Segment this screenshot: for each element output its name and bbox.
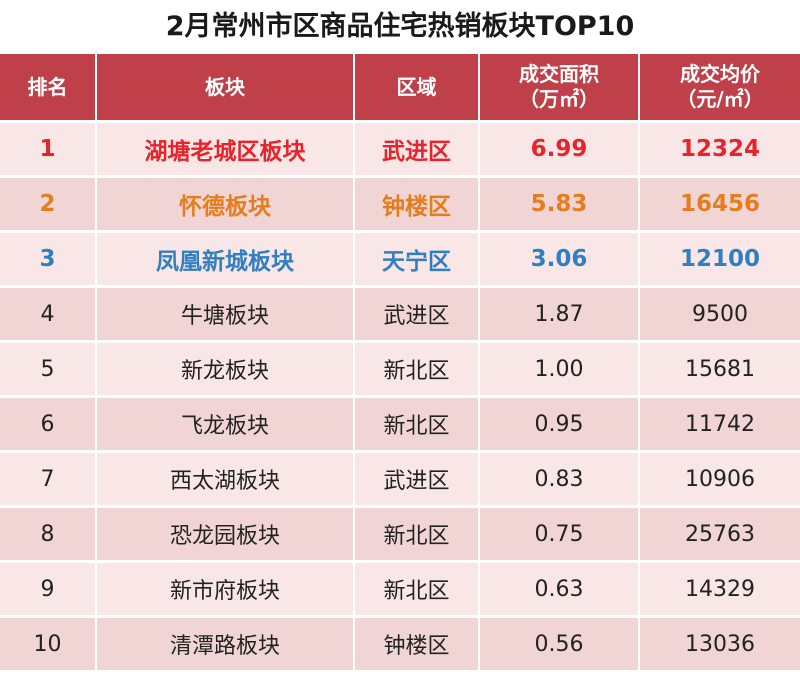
cell-rank: 8	[0, 505, 97, 562]
cell-district: 钟楼区	[354, 615, 480, 670]
cell-price: 13036	[639, 615, 800, 670]
cell-district: 武进区	[354, 120, 480, 177]
table-row: 7 西太湖板块 武进区 0.83 10906	[0, 450, 800, 507]
header-price-unit: （元/㎡）	[676, 87, 764, 111]
cell-block: 清潭路板块	[96, 615, 355, 670]
cell-area: 1.87	[479, 285, 640, 342]
table-row: 6 飞龙板块 新北区 0.95 11742	[0, 395, 800, 452]
cell-area: 0.83	[479, 450, 640, 507]
cell-area: 0.95	[479, 395, 640, 452]
header-district: 区域	[354, 54, 480, 122]
cell-price: 9500	[639, 285, 800, 342]
cell-price: 25763	[639, 505, 800, 562]
cell-rank: 6	[0, 395, 97, 452]
cell-price: 11742	[639, 395, 800, 452]
cell-price: 12100	[639, 230, 800, 287]
cell-district: 钟楼区	[354, 175, 480, 232]
cell-block: 怀德板块	[96, 175, 355, 232]
cell-district: 新北区	[354, 340, 480, 397]
table-row: 8 恐龙园板块 新北区 0.75 25763	[0, 505, 800, 562]
cell-block: 凤凰新城板块	[96, 230, 355, 287]
cell-area: 0.56	[479, 615, 640, 670]
cell-block: 湖塘老城区板块	[96, 120, 355, 177]
table-row: 1 湖塘老城区板块 武进区 6.99 12324	[0, 120, 800, 177]
header-price-label: 成交均价	[680, 62, 760, 86]
cell-area: 1.00	[479, 340, 640, 397]
cell-rank: 2	[0, 175, 97, 232]
cell-rank: 5	[0, 340, 97, 397]
cell-area: 6.99	[479, 120, 640, 177]
cell-block: 西太湖板块	[96, 450, 355, 507]
cell-price: 14329	[639, 560, 800, 617]
header-area: 成交面积 （万㎡）	[479, 54, 640, 122]
cell-rank: 10	[0, 615, 97, 670]
cell-area: 5.83	[479, 175, 640, 232]
cell-price: 15681	[639, 340, 800, 397]
cell-block: 新市府板块	[96, 560, 355, 617]
table-row: 3 凤凰新城板块 天宁区 3.06 12100	[0, 230, 800, 287]
cell-block: 新龙板块	[96, 340, 355, 397]
cell-district: 新北区	[354, 395, 480, 452]
cell-district: 武进区	[354, 450, 480, 507]
header-block: 板块	[96, 54, 355, 122]
cell-rank: 9	[0, 560, 97, 617]
cell-area: 3.06	[479, 230, 640, 287]
cell-rank: 4	[0, 285, 97, 342]
cell-district: 武进区	[354, 285, 480, 342]
cell-rank: 1	[0, 120, 97, 177]
header-price: 成交均价 （元/㎡）	[639, 54, 800, 122]
table-row: 10 清潭路板块 钟楼区 0.56 13036	[0, 615, 800, 670]
hot-blocks-table: 排名 板块 区域 成交面积 （万㎡） 成交均价 （元/㎡） 1 湖塘老城区板块 武进…	[0, 54, 800, 670]
cell-area: 0.75	[479, 505, 640, 562]
table-title: 2月常州市区商品住宅热销板块TOP10	[165, 11, 635, 42]
table-row: 9 新市府板块 新北区 0.63 14329	[0, 560, 800, 617]
cell-area: 0.63	[479, 560, 640, 617]
cell-block: 飞龙板块	[96, 395, 355, 452]
cell-district: 新北区	[354, 505, 480, 562]
header-row: 排名 板块 区域 成交面积 （万㎡） 成交均价 （元/㎡）	[0, 54, 800, 122]
cell-block: 牛塘板块	[96, 285, 355, 342]
table-body: 1 湖塘老城区板块 武进区 6.99 12324 2 怀德板块 钟楼区 5.83 16456 3 凤凰…	[0, 120, 800, 670]
cell-district: 新北区	[354, 560, 480, 617]
cell-rank: 3	[0, 230, 97, 287]
table-row: 5 新龙板块 新北区 1.00 15681	[0, 340, 800, 397]
header-area-label: 成交面积	[519, 62, 599, 86]
cell-price: 10906	[639, 450, 800, 507]
cell-district: 天宁区	[354, 230, 480, 287]
table-row: 4 牛塘板块 武进区 1.87 9500	[0, 285, 800, 342]
header-rank: 排名	[0, 54, 97, 122]
cell-rank: 7	[0, 450, 97, 507]
cell-price: 12324	[639, 120, 800, 177]
header-area-unit: （万㎡）	[519, 87, 599, 111]
cell-price: 16456	[639, 175, 800, 232]
cell-block: 恐龙园板块	[96, 505, 355, 562]
table-row: 2 怀德板块 钟楼区 5.83 16456	[0, 175, 800, 232]
